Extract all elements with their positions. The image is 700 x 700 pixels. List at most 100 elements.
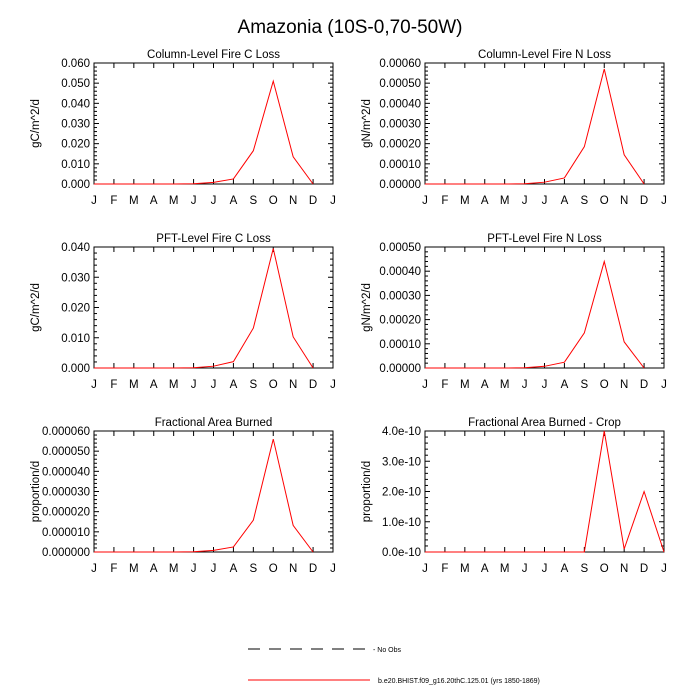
x-tick-label: N (620, 563, 628, 575)
y-axis-label: gC/m^2/d (30, 99, 42, 148)
y-tick-label: 0.060 (61, 58, 90, 70)
x-tick-label: A (561, 195, 569, 207)
chart-panel-3: PFT-Level Fire C Loss gC/m^2/d 0.000 0.010 0… (30, 233, 336, 391)
plot-frame (424, 430, 665, 553)
x-tick-label: D (309, 563, 317, 575)
x-tick-label: S (580, 563, 588, 575)
y-tick-label: 0.010 (61, 159, 90, 171)
x-tick-label: D (640, 195, 648, 207)
chart-panel-1: Column-Level Fire C Loss gC/m^2/d 0.000 0.0… (30, 49, 336, 207)
chart-panel-6: Fractional Area Burned - Crop proportion/… (361, 417, 667, 575)
y-axis-label: gN/m^2/d (361, 283, 373, 332)
x-tick-label: J (522, 379, 528, 391)
x-tick-label: J (191, 195, 197, 207)
y-axis-label: proportion/d (30, 461, 42, 522)
x-tick-label: J (91, 195, 97, 207)
x-tick-label: M (460, 195, 470, 207)
plot-frame (93, 62, 334, 185)
y-axis-label: proportion/d (361, 461, 373, 522)
x-tick-label: A (230, 195, 238, 207)
chart-panel-4: PFT-Level Fire N Loss gN/m^2/d 0.00000 0.00… (361, 233, 667, 391)
legend: - No Obs b.e20.BHIST.f09_g16.20thC.125.0… (248, 647, 540, 685)
x-tick-label: J (211, 563, 217, 575)
x-tick-label: M (129, 195, 139, 207)
panel-title: Column-Level Fire N Loss (478, 49, 611, 61)
x-tick-label: A (150, 195, 158, 207)
panel-title: Column-Level Fire C Loss (147, 49, 280, 61)
x-tick-label: S (580, 379, 588, 391)
x-tick-label: J (211, 195, 217, 207)
y-tick-label: 0.030 (61, 272, 90, 284)
x-tick-label: A (481, 195, 489, 207)
y-tick-label: 0.0e-10 (382, 547, 421, 559)
x-tick-label: N (289, 563, 297, 575)
x-tick-label: F (441, 379, 448, 391)
x-tick-label: D (309, 379, 317, 391)
x-tick-label: J (542, 195, 548, 207)
panel-title: Fractional Area Burned (155, 417, 273, 429)
y-tick-label: 0.00020 (379, 139, 421, 151)
x-tick-label: S (249, 195, 257, 207)
x-tick-label: J (661, 563, 667, 575)
series-line (94, 79, 314, 185)
x-tick-label: S (249, 379, 257, 391)
series-line (425, 68, 645, 185)
panel-title: Fractional Area Burned - Crop (468, 417, 621, 429)
x-tick-label: M (129, 379, 139, 391)
x-tick-label: J (422, 195, 428, 207)
x-tick-label: F (441, 563, 448, 575)
x-tick-label: D (640, 379, 648, 391)
x-tick-label: A (481, 379, 489, 391)
x-tick-label: J (522, 563, 528, 575)
x-tick-label: J (422, 563, 428, 575)
x-tick-label: A (561, 563, 569, 575)
series-line (425, 259, 645, 369)
x-tick-label: D (309, 195, 317, 207)
y-tick-label: 1.0e-10 (382, 517, 421, 529)
series-line (94, 438, 314, 553)
y-tick-label: 0.020 (61, 139, 90, 151)
series-line (94, 248, 314, 369)
x-tick-label: J (91, 379, 97, 391)
x-tick-label: M (460, 379, 470, 391)
x-tick-label: O (269, 379, 278, 391)
y-tick-label: 0.00040 (379, 98, 421, 110)
x-tick-label: J (191, 379, 197, 391)
y-tick-label: 0.010 (61, 333, 90, 345)
legend-model-label: b.e20.BHIST.f09_g16.20thC.125.01 (yrs 18… (378, 678, 540, 685)
y-tick-label: 0.00010 (379, 339, 421, 351)
x-tick-label: S (580, 195, 588, 207)
x-tick-label: O (269, 563, 278, 575)
x-tick-label: A (481, 563, 489, 575)
x-tick-label: A (150, 379, 158, 391)
y-tick-label: 0.00030 (379, 290, 421, 302)
y-axis-label: gC/m^2/d (30, 283, 42, 332)
x-tick-label: J (542, 379, 548, 391)
y-tick-label: 4.0e-10 (382, 426, 421, 438)
x-tick-label: M (169, 195, 179, 207)
x-tick-label: F (441, 195, 448, 207)
x-tick-label: N (289, 195, 297, 207)
x-tick-label: M (129, 563, 139, 575)
x-tick-label: M (500, 379, 510, 391)
chart-panel-5: Fractional Area Burnedproportion/d0.0000… (30, 417, 336, 575)
y-tick-label: 0.040 (61, 98, 90, 110)
y-tick-label: 0.000000 (42, 547, 90, 559)
y-tick-label: 0.000010 (42, 527, 90, 539)
x-tick-label: O (600, 195, 609, 207)
y-tick-label: 0.00020 (379, 315, 421, 327)
y-tick-label: 0.00030 (379, 119, 421, 131)
y-tick-label: 0.00050 (379, 78, 421, 90)
x-tick-label: F (110, 563, 117, 575)
x-tick-label: M (460, 563, 470, 575)
panel-title: PFT-Level Fire C Loss (156, 233, 271, 245)
plot-frame (93, 430, 334, 553)
y-tick-label: 3.0e-10 (382, 456, 421, 468)
y-tick-label: 0.000050 (42, 446, 90, 458)
legend-obs-label: - No Obs (373, 647, 402, 654)
x-tick-label: J (330, 563, 336, 575)
x-tick-label: J (522, 195, 528, 207)
chart-panel-2: Column-Level Fire N Loss gN/m^2/d 0.00000 0… (361, 49, 667, 207)
y-tick-label: 0.000030 (42, 487, 90, 499)
